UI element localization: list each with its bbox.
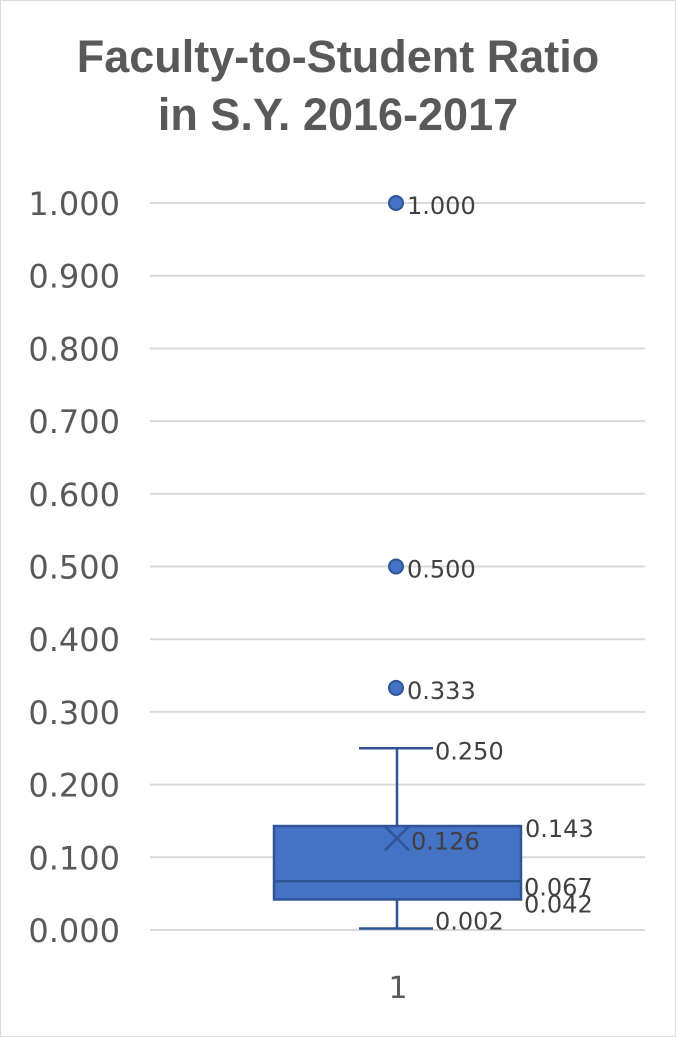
y-tick-label: 0.200 [28,767,120,805]
y-tick-label: 0.400 [28,621,120,659]
y-tick-label: 0.600 [28,476,120,514]
y-tick-label: 0.500 [28,549,120,587]
x-category-label: 1 [388,971,407,1006]
y-tick-label: 0.700 [28,403,120,441]
median-label: 0.067 [524,873,593,901]
outlier-label: 1.000 [407,192,476,220]
y-tick-label: 1.000 [28,185,120,223]
outlier-label: 0.500 [407,556,476,584]
outlier-point [388,195,404,211]
outlier-point [388,679,404,696]
mean-label: 0.126 [411,827,480,855]
outlier-label: 0.333 [407,677,476,705]
q1-label: 0.042 [524,890,593,918]
min-label: 0.002 [435,908,504,936]
q3-label: 0.143 [525,815,594,843]
max-label: 0.250 [435,737,504,765]
y-tick-label: 0.900 [28,258,120,296]
chart-title-line-1: Faculty-to-Student Ratio [76,31,600,82]
outlier-point [388,558,404,575]
y-tick-label: 0.100 [28,839,120,877]
y-tick-label: 0.300 [28,694,120,732]
chart-title: Faculty-to-Student Ratio in S.Y. 2016-20… [0,28,676,144]
chart-title-line-2: in S.Y. 2016-2017 [157,89,519,140]
y-tick-label: 0.000 [28,912,120,950]
mean-marker [384,825,410,852]
y-tick-label: 0.800 [28,330,120,368]
